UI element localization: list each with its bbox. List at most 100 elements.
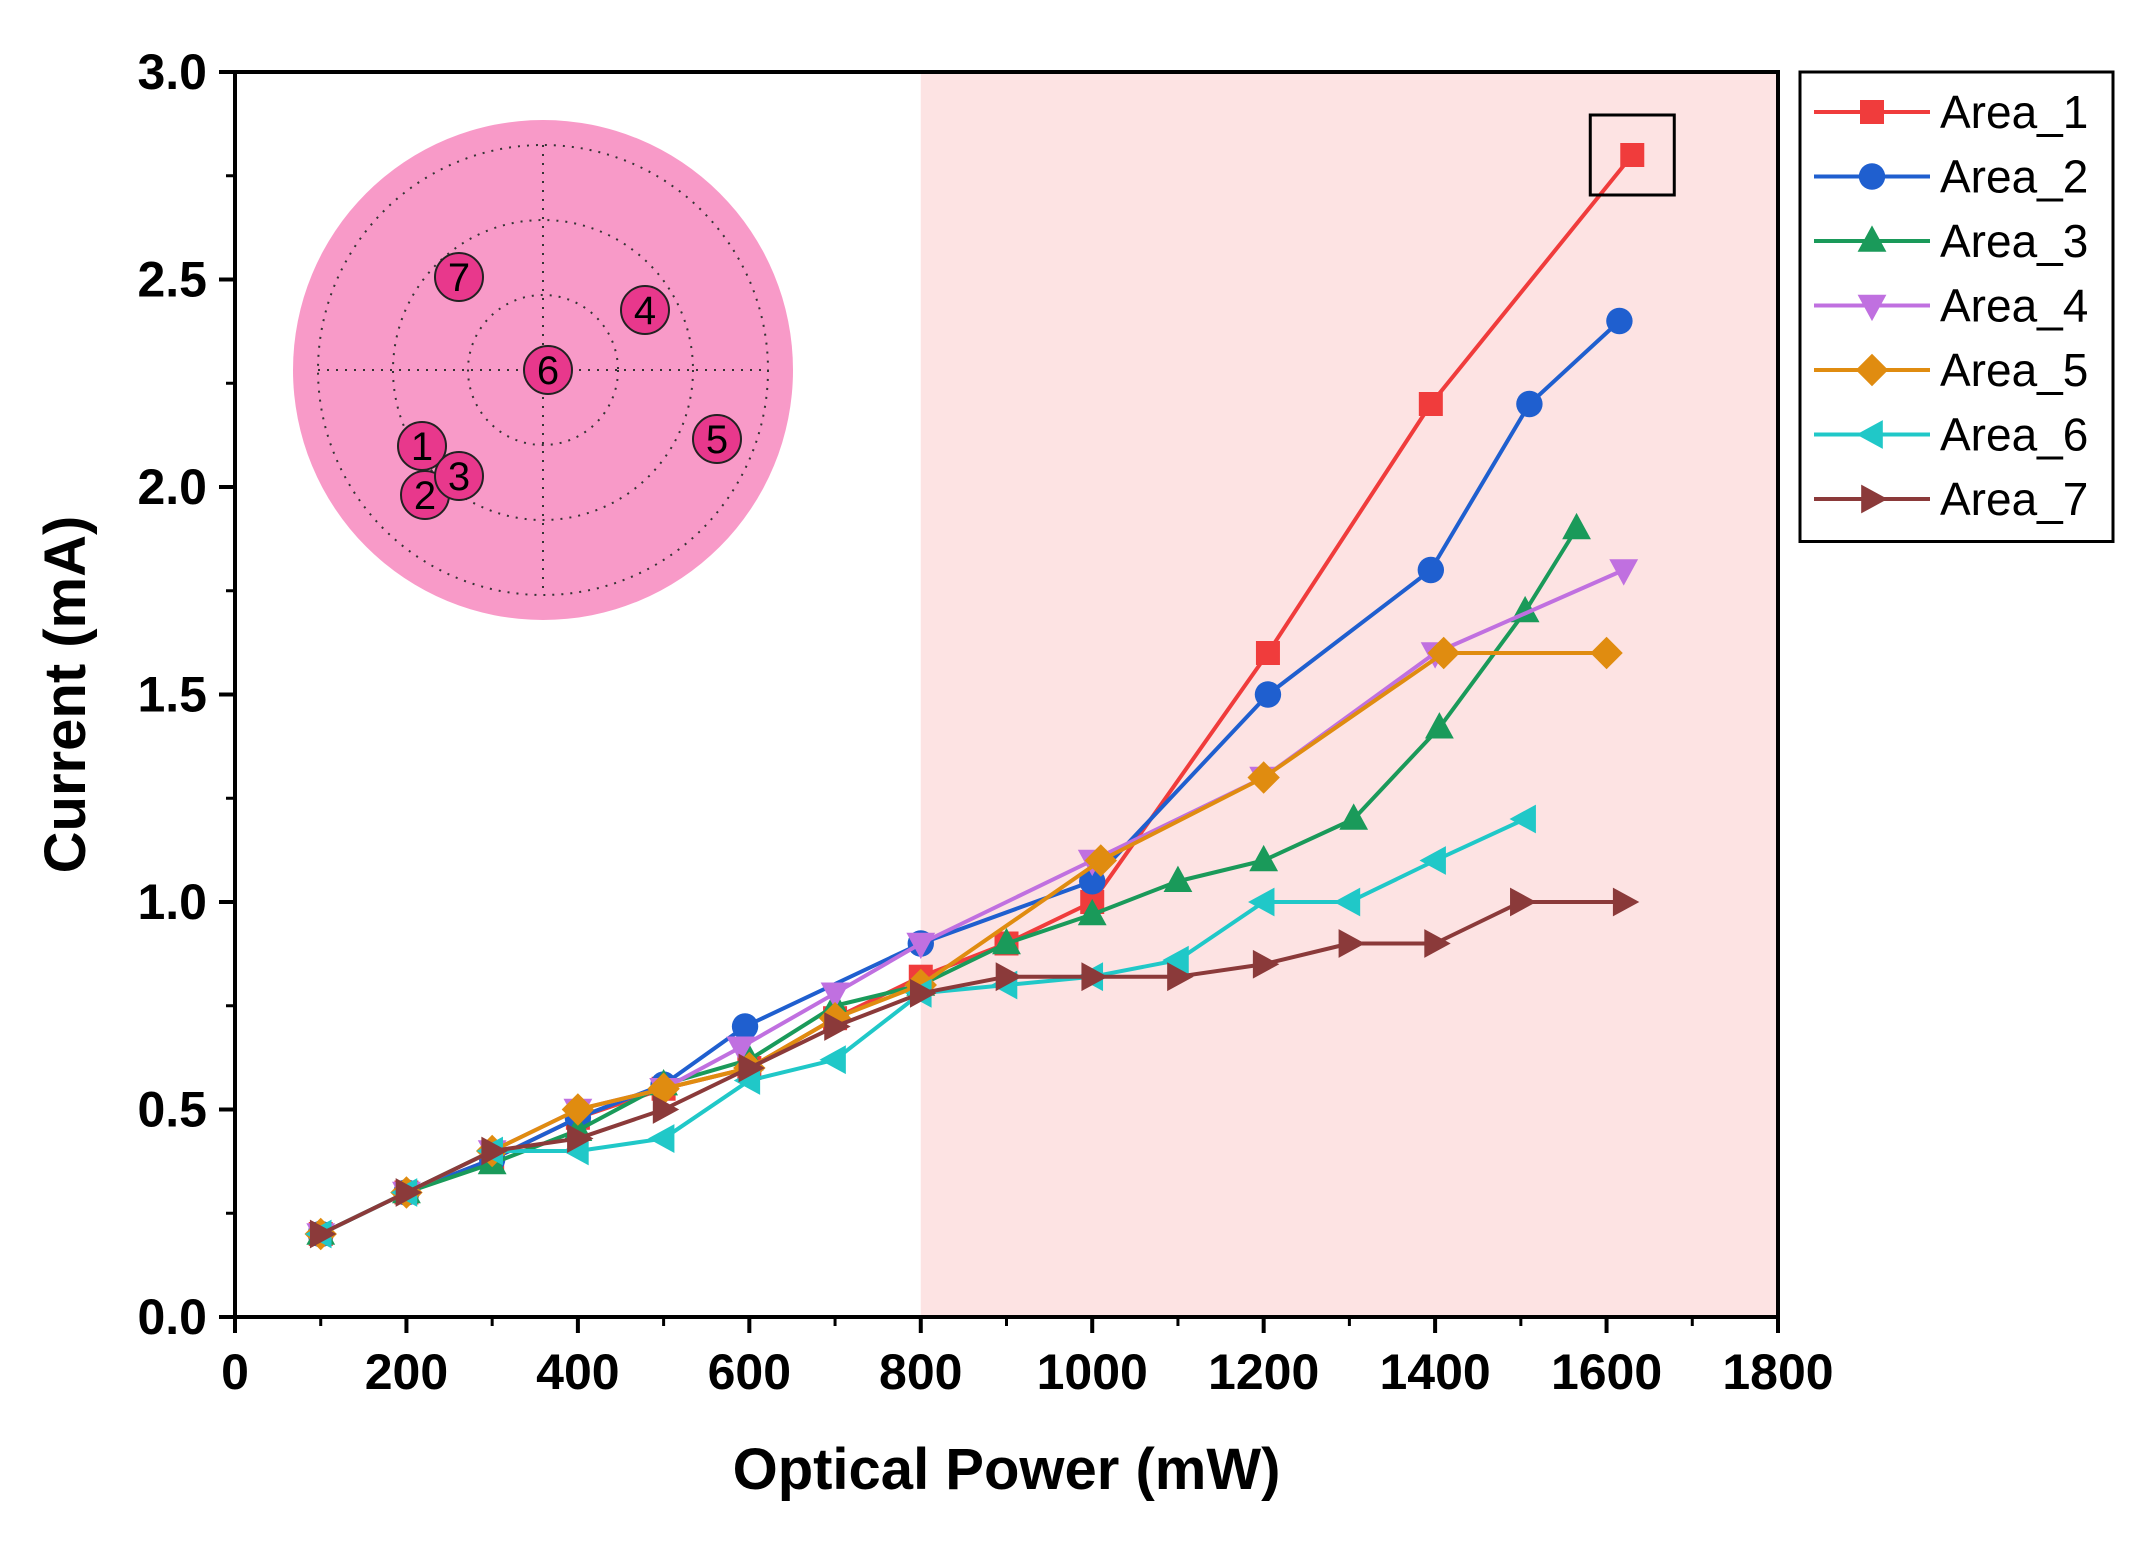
- legend-label: Area_1: [1940, 86, 2088, 138]
- legend-item: Area_1: [1814, 86, 2088, 138]
- data-point: [648, 1124, 675, 1153]
- data-point: [731, 1013, 759, 1040]
- series-area-7: [309, 887, 1640, 1249]
- legend: Area_1 Area_2 Area_3 Area_4 Area_5 Area_6 Area…: [1798, 70, 2115, 543]
- data-point: [1339, 803, 1369, 830]
- axes: 0 200 400 600 800 1000 1200 1400 1600 1800 0.0 0.5 1…: [137, 44, 1833, 1400]
- legend-item: Area_7: [1814, 473, 2088, 525]
- data-point: [1167, 962, 1194, 992]
- legend-item: Area_4: [1814, 280, 2088, 332]
- x-tick-label: 1000: [1037, 1344, 1148, 1400]
- wafer-spot-label: 2: [414, 474, 436, 518]
- data-point: [1606, 307, 1633, 335]
- legend-marker: [1856, 420, 1883, 449]
- y-tick-label: 1.5: [137, 667, 207, 723]
- data-point: [395, 1178, 423, 1207]
- legend-marker: [1860, 100, 1884, 124]
- wafer-grid-ring: [392, 219, 694, 521]
- data-point: [1081, 962, 1108, 992]
- data-point: [1590, 636, 1623, 670]
- data-point: [1609, 559, 1639, 586]
- data-point: [738, 1053, 765, 1083]
- wafer-area-4: 4: [620, 285, 670, 335]
- wafer-area-5: 5: [692, 414, 742, 464]
- data-point: [995, 962, 1023, 992]
- data-point: [992, 927, 1021, 955]
- data-point: [820, 982, 850, 1009]
- data-point: [1247, 761, 1280, 794]
- data-point: [1333, 887, 1361, 917]
- x-tick-label: 1200: [1208, 1344, 1319, 1400]
- data-point: [906, 932, 936, 960]
- data-point: [1162, 945, 1189, 975]
- x-tick-label: 600: [708, 1344, 791, 1400]
- legend-item: Area_3: [1814, 215, 2088, 267]
- wafer-spot: [692, 414, 742, 464]
- legend-marker: [1858, 163, 1886, 190]
- data-point: [1163, 865, 1193, 893]
- x-tick-label: 400: [536, 1344, 619, 1400]
- wafer-area-1: 1: [397, 421, 447, 471]
- series-layer: [304, 143, 1645, 1251]
- legend-label: Area_2: [1940, 151, 2088, 203]
- y-tick-label: 1.0: [137, 874, 207, 930]
- y-tick-label: 2.5: [137, 252, 207, 308]
- x-axis-title: Optical Power (mW): [733, 1437, 1281, 1502]
- wafer-spot-label: 3: [448, 455, 470, 499]
- data-point: [1084, 844, 1117, 877]
- wafer-spot-label: 4: [634, 289, 656, 333]
- data-point: [1417, 556, 1445, 584]
- legend-label: Area_3: [1940, 215, 2088, 267]
- data-point: [1418, 392, 1443, 416]
- data-point: [1424, 929, 1451, 958]
- x-tick-label: 0: [221, 1344, 249, 1400]
- data-point: [824, 1012, 851, 1041]
- legend-marker: [1855, 353, 1889, 387]
- wafer-grid-ring: [317, 144, 769, 596]
- data-point: [481, 1136, 508, 1166]
- wafer-spot: [397, 421, 447, 471]
- legend-marker: [1861, 484, 1888, 514]
- legend-label: Area_4: [1940, 280, 2088, 332]
- data-point: [726, 1036, 756, 1063]
- data-point: [1254, 681, 1282, 708]
- data-point: [1255, 641, 1280, 665]
- data-point: [909, 978, 937, 1008]
- data-point: [819, 1045, 846, 1075]
- x-tick-label: 1600: [1551, 1344, 1662, 1400]
- x-tick-label: 200: [365, 1344, 448, 1400]
- data-point: [1252, 949, 1280, 979]
- wafer-spot-label: 5: [706, 418, 728, 462]
- y-tick-label: 2.0: [137, 459, 207, 515]
- data-point: [1612, 887, 1640, 917]
- x-tick-label: 1800: [1722, 1344, 1833, 1400]
- data-point: [1338, 929, 1365, 958]
- series-line: [319, 527, 1579, 1236]
- data-point: [1510, 887, 1537, 917]
- y-tick-label: 0.0: [137, 1289, 207, 1345]
- shaded-region: [920, 72, 1778, 1317]
- series-line: [319, 900, 1624, 1236]
- y-axis-title: Current (mA): [33, 516, 98, 874]
- legend-label: Area_7: [1940, 473, 2088, 525]
- data-point: [309, 1219, 337, 1249]
- wafer-spot: [434, 252, 484, 302]
- legend-marker: [1857, 225, 1887, 252]
- data-point: [1562, 512, 1591, 540]
- data-point: [1424, 712, 1454, 739]
- y-tick-label: 3.0: [137, 44, 207, 100]
- legend-item: Area_6: [1814, 409, 2088, 461]
- data-point: [1248, 887, 1275, 917]
- legend-marker: [1857, 294, 1887, 322]
- highlight-box: [1588, 113, 1676, 197]
- data-point: [1509, 804, 1536, 834]
- wafer-spot-label: 1: [411, 425, 433, 469]
- legend-label: Area_6: [1940, 409, 2088, 461]
- wafer-grid-ring: [467, 294, 619, 446]
- wafer-spot: [523, 345, 573, 395]
- wafer-spot-label: 7: [448, 256, 470, 300]
- data-point: [1516, 390, 1543, 418]
- data-point: [561, 1093, 595, 1126]
